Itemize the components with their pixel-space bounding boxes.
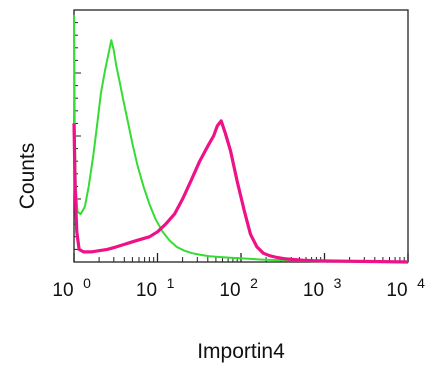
y-axis-label: Counts [16,143,39,210]
x-tick-exponent: 2 [250,275,258,291]
x-tick-exponent: 1 [167,275,175,291]
x-tick-exponent: 3 [334,275,342,291]
x-axis-ticks [73,253,409,262]
plot-frame [73,9,409,263]
x-tick-label: 10 [136,280,157,301]
x-tick-label: 10 [303,280,324,301]
x-axis-label: Importin4 [197,340,285,363]
x-tick-label: 10 [219,280,240,301]
x-tick-exponent: 0 [83,275,91,291]
x-tick-label: 10 [52,280,73,301]
x-tick-exponent: 4 [417,275,425,291]
x-tick-label: 10 [386,280,407,301]
histogram-line-2 [72,119,409,264]
histogram-line-1 [73,14,409,263]
histogram-series [72,14,409,264]
x-axis-tick-labels: 10 0 10 1 10 2 10 3 10 4 [52,275,425,301]
